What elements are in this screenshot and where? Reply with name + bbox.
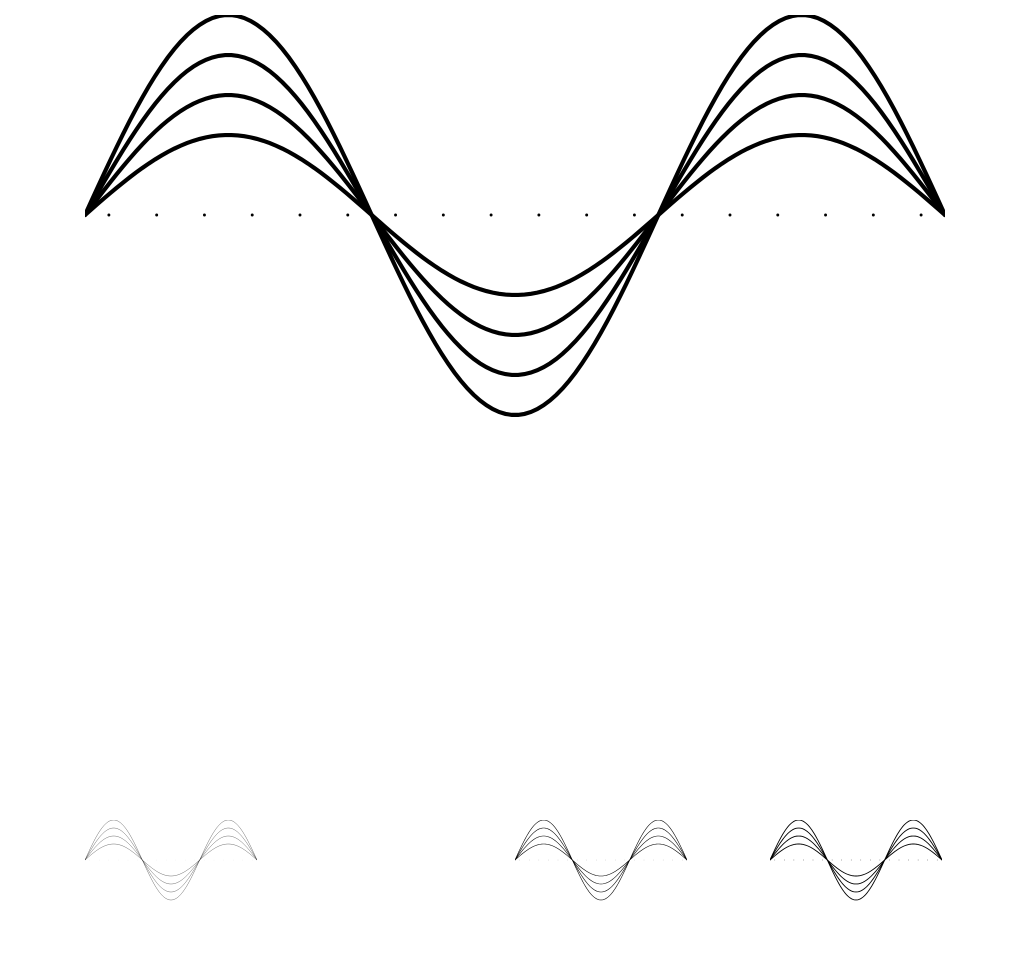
icon-sheet	[0, 0, 1030, 980]
frequency-wave-icon-thin	[85, 820, 257, 948]
frequency-wave-icon-bold	[770, 820, 942, 948]
frequency-wave-icon	[85, 15, 945, 655]
frequency-wave-icon-medium	[515, 820, 687, 948]
